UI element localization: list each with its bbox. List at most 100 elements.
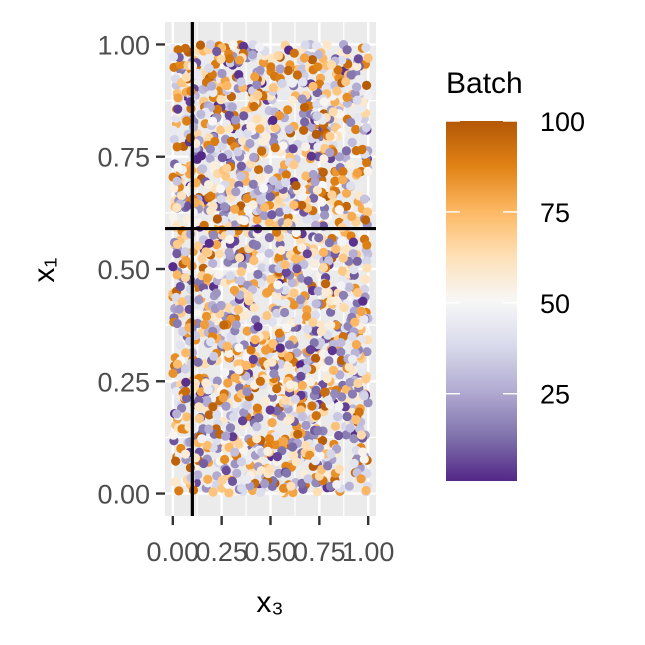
data-point	[214, 270, 224, 280]
data-point	[277, 78, 287, 89]
data-point	[242, 128, 252, 139]
reference-lines	[165, 22, 376, 516]
data-point	[288, 442, 298, 452]
data-point	[282, 468, 292, 478]
data-point	[213, 104, 223, 114]
data-point	[336, 347, 346, 357]
data-point	[283, 416, 293, 426]
data-point	[320, 210, 330, 220]
data-point	[243, 291, 253, 301]
data-point	[354, 75, 364, 85]
data-point	[172, 239, 182, 249]
data-point	[236, 457, 246, 467]
data-point	[328, 107, 338, 117]
data-point	[281, 170, 291, 180]
data-point	[270, 123, 280, 133]
x-tick-label: 0.00	[147, 537, 200, 567]
y-axis-label: x₁	[28, 257, 61, 282]
data-point	[316, 326, 326, 337]
data-point	[252, 422, 262, 432]
data-point	[299, 102, 310, 112]
data-point	[233, 147, 243, 157]
data-point	[174, 304, 184, 314]
data-point	[353, 112, 363, 123]
data-point	[312, 111, 322, 121]
data-point	[205, 39, 215, 50]
data-point	[346, 70, 356, 80]
data-point	[173, 45, 183, 55]
data-point	[284, 340, 294, 350]
data-point	[352, 61, 362, 71]
data-point	[318, 247, 329, 257]
data-point	[322, 40, 332, 50]
data-point	[306, 377, 316, 387]
data-point	[232, 468, 242, 478]
data-point	[308, 317, 318, 327]
data-point	[225, 423, 236, 433]
data-point	[242, 326, 252, 336]
data-point	[238, 416, 248, 426]
data-point	[302, 364, 312, 374]
data-point	[233, 305, 243, 315]
data-point	[242, 193, 252, 203]
data-point	[274, 252, 284, 262]
data-point	[345, 377, 355, 387]
data-point	[198, 164, 208, 174]
data-point	[347, 137, 357, 147]
data-point	[201, 378, 211, 388]
data-point	[334, 401, 344, 411]
data-point	[275, 64, 285, 74]
data-point	[224, 124, 234, 134]
data-point	[236, 161, 246, 171]
data-point	[301, 171, 311, 181]
data-point	[216, 125, 226, 135]
data-point	[339, 303, 349, 313]
data-point	[362, 347, 372, 357]
data-point	[234, 365, 244, 375]
data-point	[208, 487, 218, 497]
data-point	[302, 324, 313, 334]
data-point	[359, 391, 369, 401]
data-point	[217, 68, 227, 79]
data-point	[219, 320, 229, 330]
data-point	[172, 203, 182, 213]
data-point	[308, 169, 318, 180]
data-point	[168, 262, 178, 272]
data-point	[334, 205, 344, 215]
data-point	[357, 367, 367, 377]
data-point	[221, 401, 231, 411]
data-point	[342, 92, 352, 102]
data-point	[283, 352, 294, 362]
data-point	[361, 374, 371, 384]
data-point	[361, 43, 371, 53]
data-point	[291, 227, 301, 238]
data-point	[348, 249, 358, 259]
data-point	[180, 272, 190, 283]
data-point	[356, 474, 366, 484]
data-point	[349, 458, 359, 468]
data-point	[337, 55, 347, 65]
data-point	[224, 247, 234, 257]
data-point	[258, 137, 268, 147]
y-tick-label: 0.75	[97, 143, 150, 173]
data-point	[327, 346, 337, 356]
data-point	[248, 179, 258, 189]
data-point	[311, 41, 322, 51]
data-point	[283, 65, 293, 76]
data-point	[237, 483, 247, 493]
data-point	[314, 443, 324, 453]
y-tick-label: 0.25	[97, 367, 150, 397]
data-point	[276, 245, 286, 255]
data-point	[362, 80, 372, 90]
data-point	[175, 60, 185, 70]
data-point	[169, 134, 179, 144]
data-point	[168, 430, 178, 440]
data-point	[252, 434, 262, 444]
data-point	[319, 154, 329, 164]
data-point	[338, 167, 348, 177]
data-point	[172, 249, 182, 259]
data-point	[297, 64, 307, 74]
data-point	[196, 387, 206, 397]
data-point	[256, 173, 266, 183]
data-point	[326, 307, 336, 317]
